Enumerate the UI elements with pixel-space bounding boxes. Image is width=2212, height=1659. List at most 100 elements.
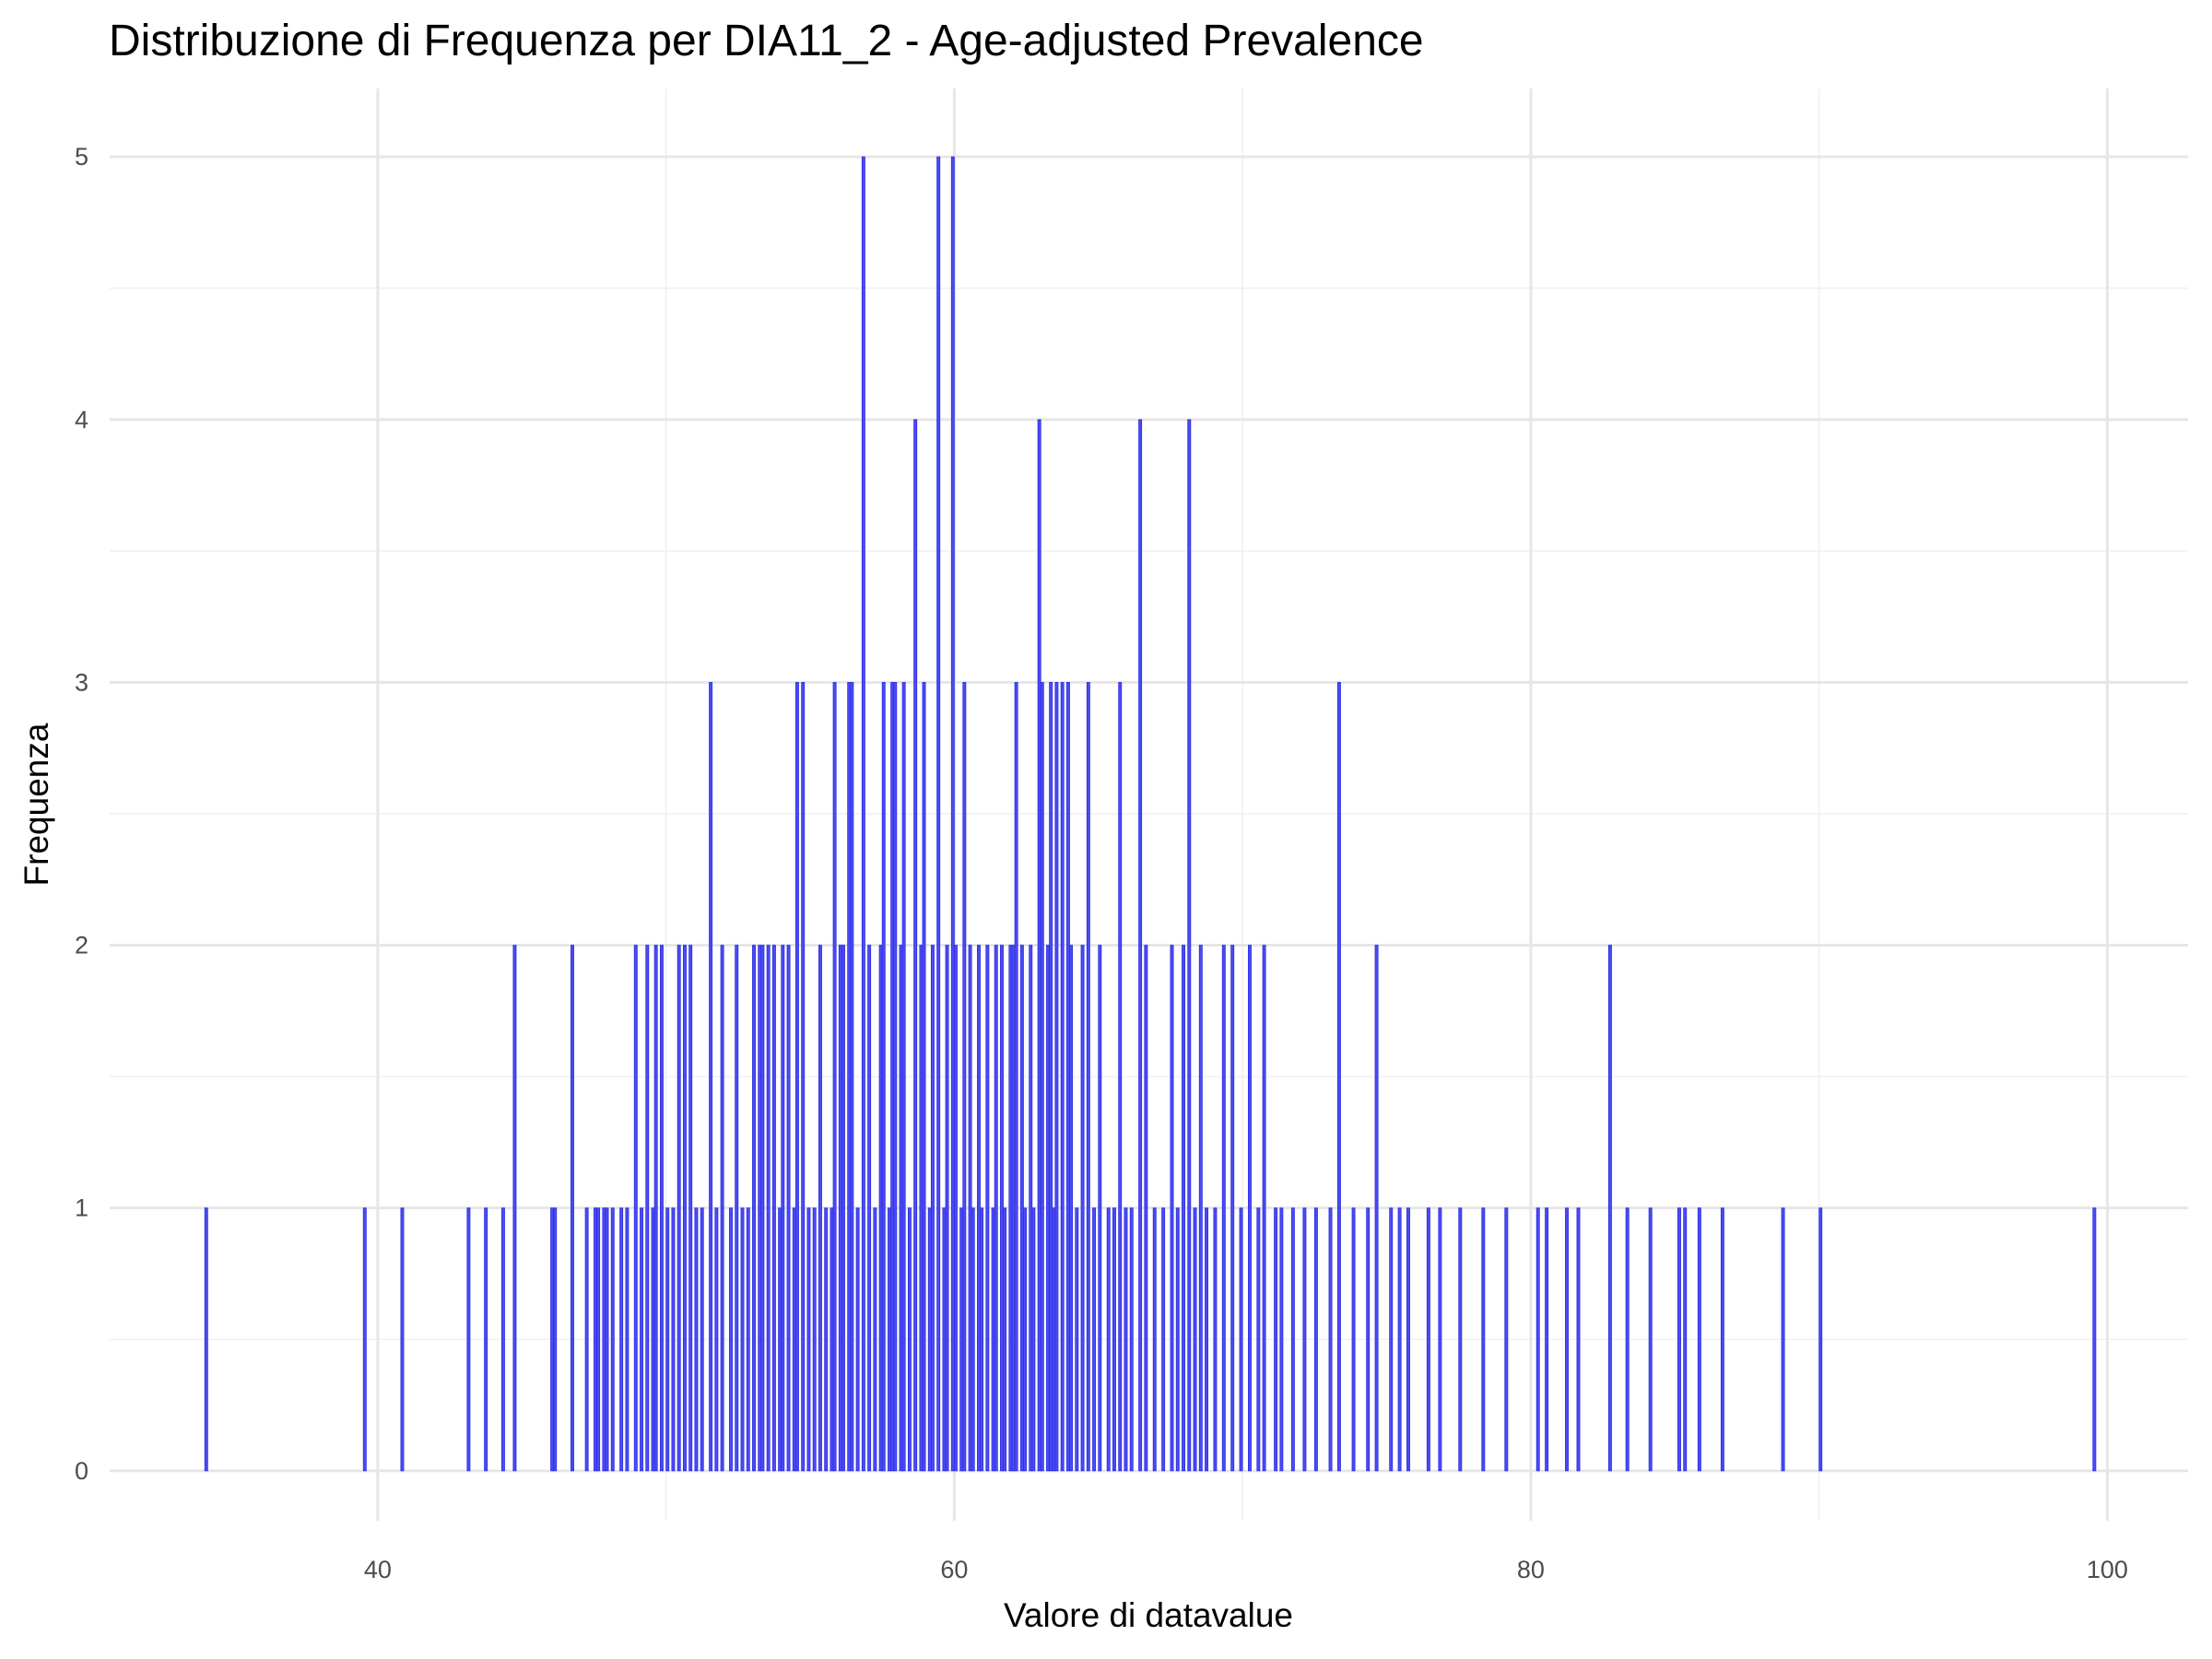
bar [1112,1207,1116,1472]
bar [1625,1207,1630,1472]
bar [571,945,574,1472]
bar [1406,1207,1410,1472]
x-tick-label: 100 [2087,1556,2128,1583]
bar [362,1207,367,1472]
x-axis-title: Valore di datavalue [1004,1596,1293,1634]
bar [633,945,638,1472]
x-tick-label: 80 [1517,1556,1545,1583]
bar [1019,945,1024,1472]
bar [878,945,883,1472]
bar [994,945,998,1472]
bar [861,156,865,1472]
bar [977,945,981,1472]
bar [1205,1207,1209,1472]
bar [735,945,739,1472]
bar [867,945,872,1472]
bar [936,156,941,1472]
bar [888,1207,891,1472]
bar [400,1207,405,1472]
bar [771,945,776,1472]
bar [682,945,687,1472]
bar [1193,1207,1197,1472]
bar [1397,1207,1402,1472]
bar [584,1207,589,1472]
y-tick-label: 5 [75,143,88,171]
y-tick-label: 4 [75,406,88,433]
bar [1545,1207,1549,1472]
bar [1129,1207,1134,1472]
bar [927,1207,932,1472]
bar [985,945,990,1472]
bar [1374,945,1379,1472]
bar [1023,1207,1027,1472]
bar [512,945,517,1472]
bar [1187,418,1192,1472]
bar [1818,1207,1823,1472]
y-tick-label: 2 [75,932,88,959]
bar [594,1207,597,1472]
bar [740,1207,745,1472]
bar [1697,1207,1701,1472]
bar [653,945,658,1472]
bar [818,945,822,1472]
bar [1170,945,1174,1472]
bar [942,1207,947,1472]
bar [610,1207,615,1472]
bar [1213,1207,1218,1472]
bar [1504,1207,1509,1472]
bar [640,1207,644,1472]
bar [922,682,926,1472]
bar [1328,1207,1333,1472]
bar [873,1207,877,1472]
bar [1262,945,1266,1472]
bar [709,682,713,1472]
bar [651,1207,655,1472]
bar [832,682,837,1472]
bar [500,1207,505,1472]
bar [1438,1207,1442,1472]
bar [792,1207,796,1472]
bar [1144,945,1148,1472]
bar [1481,1207,1486,1472]
bar [553,1207,558,1472]
bar [778,1207,782,1472]
bar [962,682,967,1472]
bar [752,945,756,1472]
bar [1106,1207,1111,1472]
bar [645,945,650,1472]
x-tick-label: 40 [364,1556,392,1583]
bar [1248,945,1252,1472]
bar [786,945,791,1472]
y-tick-label: 0 [75,1457,88,1485]
bar [1351,1207,1356,1472]
bar [1029,945,1033,1472]
bar [801,682,806,1472]
bar [812,1207,817,1472]
bar [1535,1207,1540,1472]
bar [1426,1207,1430,1472]
bar [619,1207,624,1472]
bar [991,1207,995,1472]
bar [1256,1207,1261,1472]
bar [602,1207,606,1472]
bar [890,682,895,1472]
bar [881,682,886,1472]
bar [1683,1207,1688,1472]
bar [838,945,842,1472]
bar [1302,1207,1307,1472]
bar [841,945,845,1472]
bar [1576,1207,1581,1472]
chart-title: Distribuzione di Frequenza per DIA11_2 -… [109,17,1424,65]
bar [1389,1207,1394,1472]
bar [1230,945,1235,1472]
y-tick-label: 1 [75,1194,88,1222]
bar [1198,945,1203,1472]
bar [1313,1207,1318,1472]
bar [806,1207,811,1472]
bar [204,1207,208,1472]
bar [913,418,918,1472]
bar [700,1207,704,1472]
bar [659,945,664,1472]
bar [1279,1207,1284,1472]
bar [893,682,898,1472]
